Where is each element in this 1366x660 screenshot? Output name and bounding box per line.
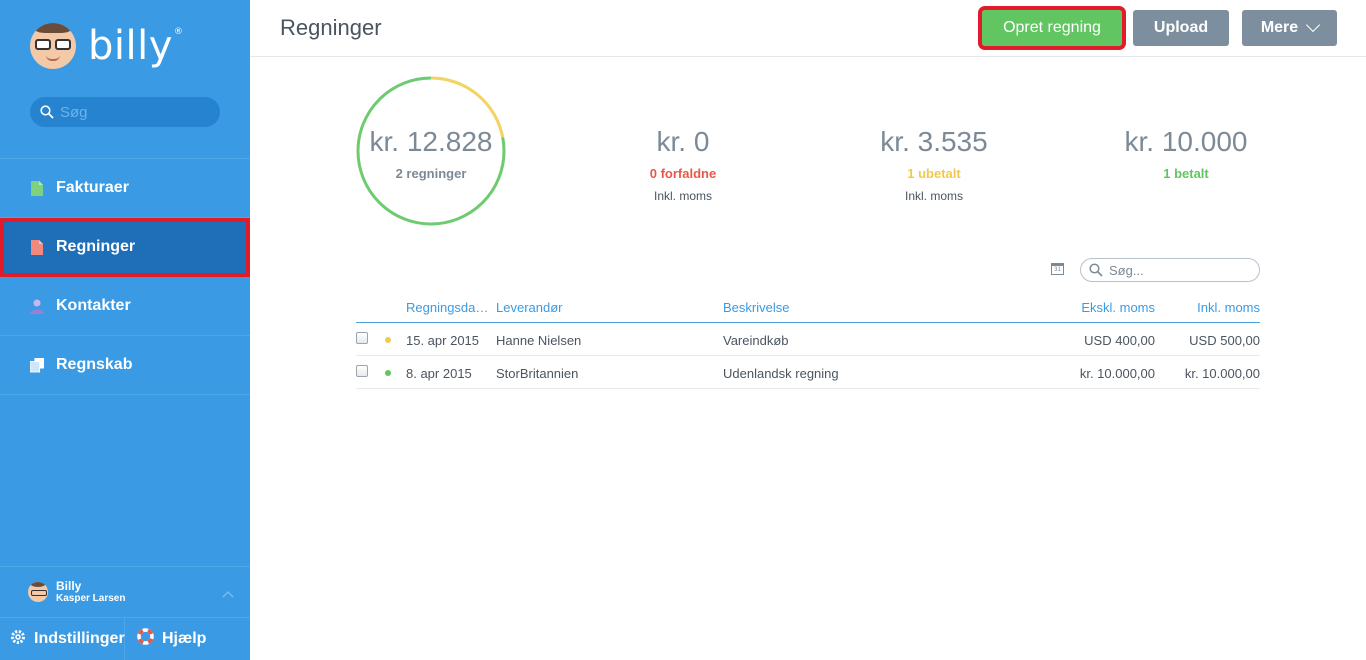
summary-unpaid[interactable]: kr. 3.535 1 ubetalt Inkl. moms xyxy=(834,126,1034,203)
logo-text: billy® xyxy=(88,23,184,69)
cell-vendor: StorBritannien xyxy=(496,366,579,381)
settings-label: Indstillinger xyxy=(34,630,125,647)
user-menu[interactable]: Billy Kasper Larsen xyxy=(0,566,250,617)
cell-incl-vat: USD 500,00 xyxy=(1189,333,1260,348)
more-label: Mere xyxy=(1260,19,1299,36)
user-name: Kasper Larsen xyxy=(56,593,126,605)
bills-donut-chart xyxy=(356,76,506,226)
help-button[interactable]: Hjælp xyxy=(125,618,206,660)
summary-paid[interactable]: kr. 10.000 1 betalt xyxy=(1086,126,1286,181)
chevron-down-icon xyxy=(1306,17,1321,33)
create-bill-button[interactable]: Opret regning xyxy=(978,6,1126,50)
unpaid-ring-segment xyxy=(356,76,506,226)
organization-name: Billy xyxy=(56,578,82,593)
row-checkbox[interactable] xyxy=(356,365,368,377)
sidebar-footer: Indstillinger Hjælp xyxy=(0,617,250,660)
cell-excl-vat: kr. 10.000,00 xyxy=(1079,366,1155,381)
sidebar-search[interactable] xyxy=(30,97,220,127)
main-content: Regninger Opret regning Upload Mere kr. … xyxy=(250,0,1366,660)
sidebar-item-label: Kontakter xyxy=(56,297,131,314)
sidebar-item-label: Regnskab xyxy=(56,356,133,373)
column-header-date[interactable]: Regningsda… xyxy=(406,300,489,315)
table-row[interactable]: 15. apr 2015 Hanne Nielsen Vareindkøb US… xyxy=(356,323,1260,356)
sidebar-search-input[interactable] xyxy=(60,103,210,121)
cell-date: 15. apr 2015 xyxy=(406,333,480,348)
avatar xyxy=(28,582,48,602)
page-header: Regninger Opret regning Upload Mere xyxy=(250,0,1366,57)
row-checkbox[interactable] xyxy=(356,332,368,344)
column-header-description[interactable]: Beskrivelse xyxy=(723,300,790,315)
billy-logo[interactable]: billy® xyxy=(30,20,183,72)
sidebar-item-label: Fakturaer xyxy=(56,179,129,196)
settings-button[interactable]: Indstillinger xyxy=(0,618,125,660)
help-label: Hjælp xyxy=(162,630,207,647)
column-header-excl-vat[interactable]: Ekskl. moms xyxy=(1081,300,1155,315)
cell-description: Udenlandsk regning xyxy=(723,366,839,381)
sidebar-item-regninger[interactable]: Regninger xyxy=(0,218,250,277)
summary-note: Inkl. moms xyxy=(653,189,712,203)
summary-amount: kr. 12.828 xyxy=(369,126,493,157)
cell-incl-vat: kr. 10.000,00 xyxy=(1184,366,1260,381)
contact-icon xyxy=(30,298,44,315)
calendar-icon[interactable]: 31 xyxy=(1051,263,1064,275)
table-header: Regningsda… Leverandør Beskrivelse Ekskl… xyxy=(356,290,1260,323)
summary-amount: kr. 3.535 xyxy=(880,126,988,157)
summary-label: 0 forfaldne xyxy=(649,166,717,181)
sidebar: billy® Fakturaer Regninger Kontakter xyxy=(0,0,250,660)
invoice-icon xyxy=(30,180,44,197)
cell-date: 8. apr 2015 xyxy=(406,366,472,381)
table-search[interactable] xyxy=(1080,258,1260,282)
gear-icon xyxy=(10,629,26,650)
summary-amount: kr. 10.000 xyxy=(1124,126,1248,157)
sidebar-nav: Fakturaer Regninger Kontakter Regnskab xyxy=(0,158,250,395)
billy-mascot-icon xyxy=(30,23,76,69)
table-row[interactable]: 8. apr 2015 StorBritannien Udenlandsk re… xyxy=(356,356,1260,389)
summary-label: 1 betalt xyxy=(1163,166,1209,181)
column-header-incl-vat[interactable]: Inkl. moms xyxy=(1197,300,1260,315)
status-dot xyxy=(385,337,391,343)
accounting-icon xyxy=(30,357,44,374)
upload-button[interactable]: Upload xyxy=(1133,10,1229,46)
search-icon xyxy=(40,105,54,119)
sidebar-item-kontakter[interactable]: Kontakter xyxy=(0,277,250,336)
more-button[interactable]: Mere xyxy=(1242,10,1337,46)
sidebar-item-label: Regninger xyxy=(56,238,136,255)
summary-label: 1 ubetalt xyxy=(907,166,961,181)
search-icon xyxy=(1089,263,1103,277)
bill-icon xyxy=(30,239,44,256)
summary-label: 2 regninger xyxy=(395,166,467,181)
cell-excl-vat: USD 400,00 xyxy=(1084,333,1155,348)
page-title: Regninger xyxy=(280,15,382,40)
status-dot xyxy=(385,370,391,376)
column-header-vendor[interactable]: Leverandør xyxy=(496,300,563,315)
sidebar-item-regnskab[interactable]: Regnskab xyxy=(0,336,250,395)
sidebar-item-fakturaer[interactable]: Fakturaer xyxy=(0,159,250,218)
chevron-up-icon xyxy=(222,587,234,601)
table-search-input[interactable] xyxy=(1109,262,1249,278)
cell-description: Vareindkøb xyxy=(723,333,789,348)
summary-due[interactable]: kr. 0 0 forfaldne Inkl. moms xyxy=(583,126,783,203)
summary-amount: kr. 0 xyxy=(656,126,710,157)
cell-vendor: Hanne Nielsen xyxy=(496,333,582,348)
bills-table: Regningsda… Leverandør Beskrivelse Ekskl… xyxy=(356,290,1260,389)
summary-total[interactable]: kr. 12.828 2 regninger xyxy=(331,126,531,181)
summary-note: Inkl. moms xyxy=(904,189,963,203)
lifebuoy-icon xyxy=(137,628,154,650)
